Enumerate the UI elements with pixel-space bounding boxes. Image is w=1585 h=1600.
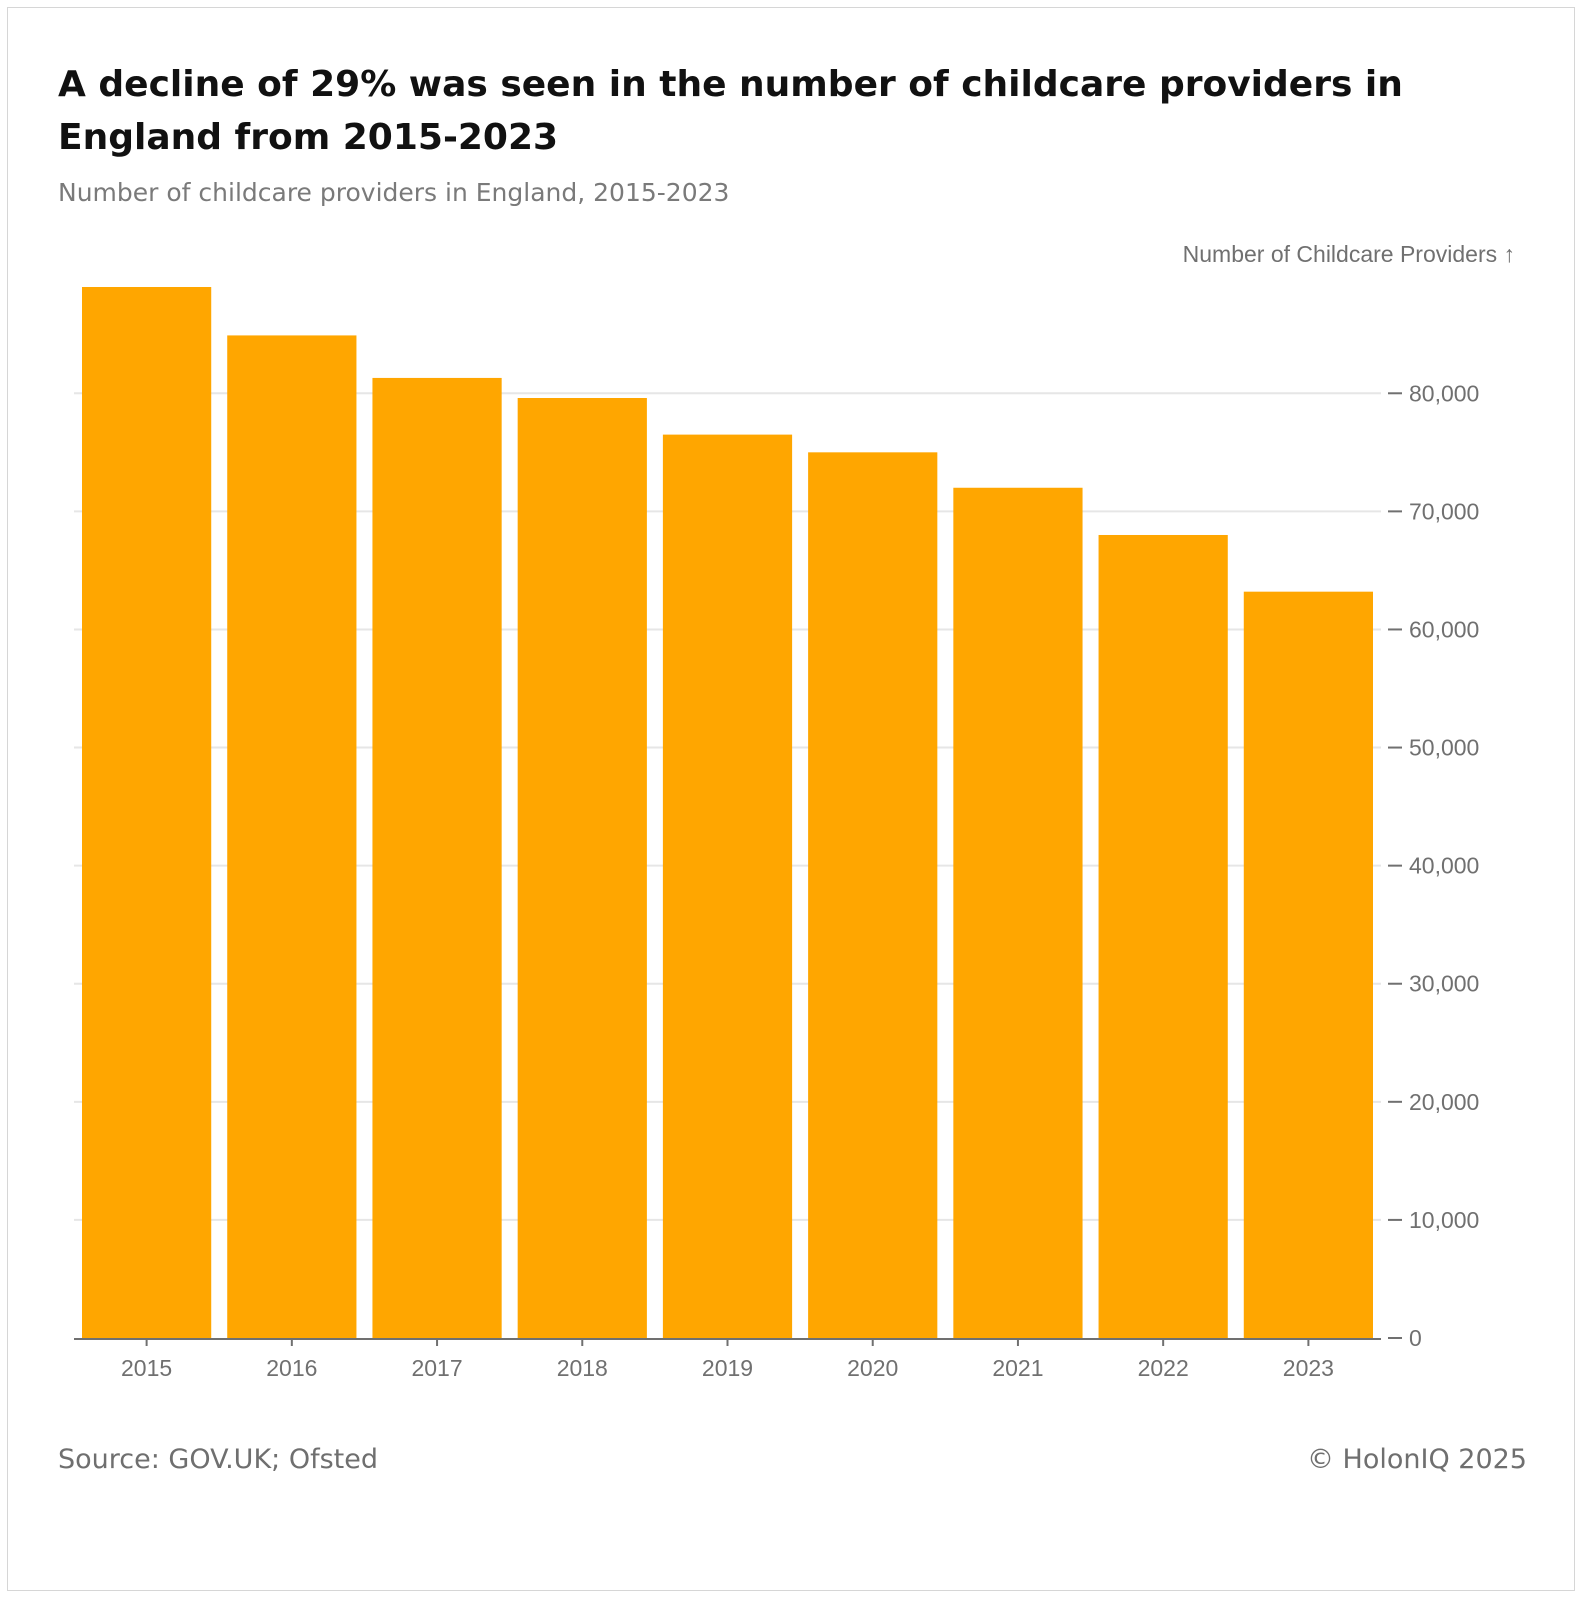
bar-2021 — [953, 487, 1083, 1338]
y-tick-label: 50,000 — [1409, 735, 1479, 761]
copyright-note: © HolonIQ 2025 — [1306, 1444, 1527, 1475]
bar-2023 — [1243, 591, 1373, 1338]
bar-2020 — [808, 452, 938, 1339]
x-tick-label: 2018 — [557, 1355, 608, 1381]
x-tick-label: 2017 — [411, 1355, 462, 1381]
y-tick-label: 0 — [1409, 1325, 1422, 1351]
y-axis-label: Number of Childcare Providers ↑ — [1183, 241, 1515, 267]
chart-subtitle: Number of childcare providers in England… — [58, 178, 730, 207]
bar-2017 — [372, 377, 502, 1338]
bar-2019 — [662, 434, 793, 1338]
y-axis: 0 10,000 20,000 30,000 40,000 50,000 60,000 70,… — [1388, 380, 1479, 1351]
x-tick-label: 2023 — [1283, 1355, 1334, 1381]
bar-2015 — [82, 287, 212, 1338]
x-tick-label: 2016 — [266, 1355, 317, 1381]
y-tick-label: 40,000 — [1409, 853, 1479, 879]
chart-title: A decline of 29% was seen in the number … — [58, 64, 1403, 158]
x-tick-label: 2020 — [847, 1355, 898, 1381]
bar-2022 — [1098, 534, 1228, 1338]
bar-2018 — [517, 398, 647, 1338]
x-tick-label: 2022 — [1138, 1355, 1189, 1381]
x-tick-label: 2021 — [992, 1355, 1043, 1381]
source-note: Source: GOV.UK; Ofsted — [58, 1444, 378, 1475]
x-tick-label: 2015 — [121, 1355, 172, 1381]
x-tick-label: 2019 — [702, 1355, 753, 1381]
x-axis: 2015 2016 2017 2018 2019 2020 2021 2022 2023 — [74, 1338, 1381, 1381]
bars — [82, 287, 1373, 1339]
y-tick-label: 70,000 — [1409, 498, 1479, 524]
bar-2016 — [227, 335, 357, 1338]
y-tick-label: 10,000 — [1409, 1207, 1479, 1233]
y-tick-label: 30,000 — [1409, 971, 1479, 997]
y-tick-label: 60,000 — [1409, 616, 1479, 642]
y-tick-label: 20,000 — [1409, 1089, 1479, 1115]
bar-chart: 2015 2016 2017 2018 2019 2020 2021 2022 2023 0 10… — [74, 241, 1515, 1381]
y-tick-label: 80,000 — [1409, 380, 1479, 406]
